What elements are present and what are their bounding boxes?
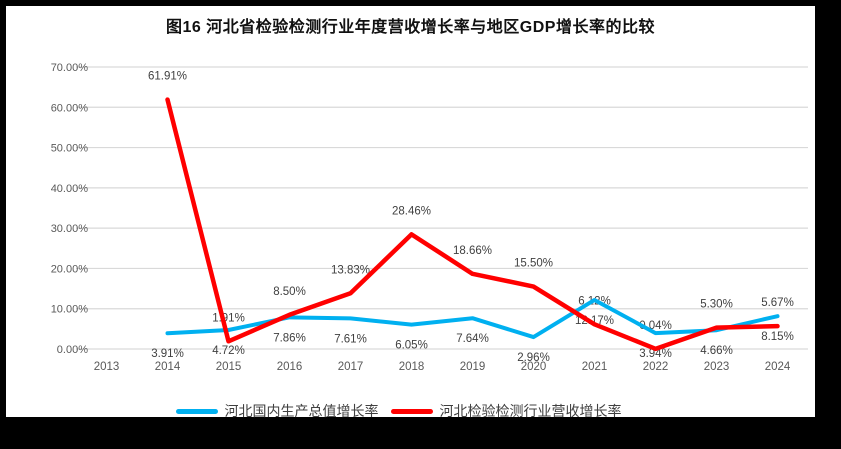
x-axis-tick-label: 2022: [643, 361, 669, 373]
data-label-gdp-growth: 7.64%: [456, 333, 489, 345]
legend-swatch-gdp-growth: [175, 408, 218, 414]
data-label-testing-revenue-growth: 1.91%: [212, 312, 245, 324]
x-axis-tick-label: 2016: [277, 361, 303, 373]
data-label-testing-revenue-growth: 18.66%: [453, 245, 492, 257]
y-axis-tick-label: 70.00%: [51, 62, 89, 74]
x-axis-tick-label: 2015: [216, 361, 242, 373]
x-axis-tick-label: 2023: [704, 361, 730, 373]
data-label-testing-revenue-growth: 8.50%: [273, 286, 306, 298]
y-axis-tick-label: 10.00%: [51, 304, 89, 316]
series-line-gdp-growth: [165, 297, 780, 340]
legend-swatch-testing-revenue-growth: [390, 408, 433, 414]
legend-item-gdp-growth: 河北国内生产总值增长率: [175, 401, 379, 421]
data-label-gdp-growth: 4.66%: [700, 345, 733, 357]
series-line-testing-revenue-growth: [165, 97, 780, 352]
data-label-gdp-growth: 3.94%: [639, 348, 672, 360]
data-label-gdp-growth: 2.96%: [517, 352, 550, 364]
x-axis-tick-label: 2017: [338, 361, 364, 373]
data-label-testing-revenue-growth: 5.30%: [700, 299, 733, 311]
data-label-gdp-growth: 6.05%: [395, 340, 428, 352]
y-axis-tick-label: 20.00%: [51, 263, 89, 275]
data-label-testing-revenue-growth: 61.91%: [148, 71, 187, 83]
data-label-gdp-growth: 7.61%: [334, 333, 367, 345]
x-axis-tick-label: 2013: [94, 361, 120, 373]
legend-label-gdp-growth: 河北国内生产总值增长率: [224, 403, 379, 419]
x-axis-tick-label: 2018: [399, 361, 425, 373]
data-label-gdp-growth: 7.86%: [273, 332, 306, 344]
y-axis-tick-label: 50.00%: [51, 143, 89, 155]
data-label-testing-revenue-growth: 15.50%: [514, 258, 553, 270]
data-label-testing-revenue-growth: 13.83%: [331, 264, 370, 276]
x-axis-tick-label: 2020: [521, 361, 547, 373]
y-axis-tick-label: 60.00%: [51, 102, 89, 114]
data-label-gdp-growth: 4.72%: [212, 345, 245, 357]
chart-title: 图16 河北省检验检测行业年度营收增长率与地区GDP增长率的比较: [166, 19, 655, 36]
data-label-testing-revenue-growth: 5.67%: [761, 297, 794, 309]
y-axis-tick-label: 40.00%: [51, 183, 89, 195]
y-axis-tick-label: 30.00%: [51, 223, 89, 235]
data-label-gdp-growth: 3.91%: [151, 348, 184, 360]
x-axis-tick-label: 2024: [765, 361, 791, 373]
x-axis-tick-label: 2014: [155, 361, 181, 373]
y-axis-tick-label: 0.00%: [57, 344, 88, 356]
chart-legend: 河北国内生产总值增长率 河北检验检测行业营收增长率: [6, 401, 791, 421]
legend-item-testing-revenue-growth: 河北检验检测行业营收增长率: [390, 401, 622, 421]
data-label-testing-revenue-growth: 28.46%: [392, 205, 431, 217]
data-label-gdp-growth: 8.15%: [761, 331, 794, 343]
legend-label-testing-revenue-growth: 河北检验检测行业营收增长率: [439, 403, 622, 419]
x-axis-tick-label: 2021: [582, 361, 608, 373]
x-axis-tick-label: 2019: [460, 361, 486, 373]
